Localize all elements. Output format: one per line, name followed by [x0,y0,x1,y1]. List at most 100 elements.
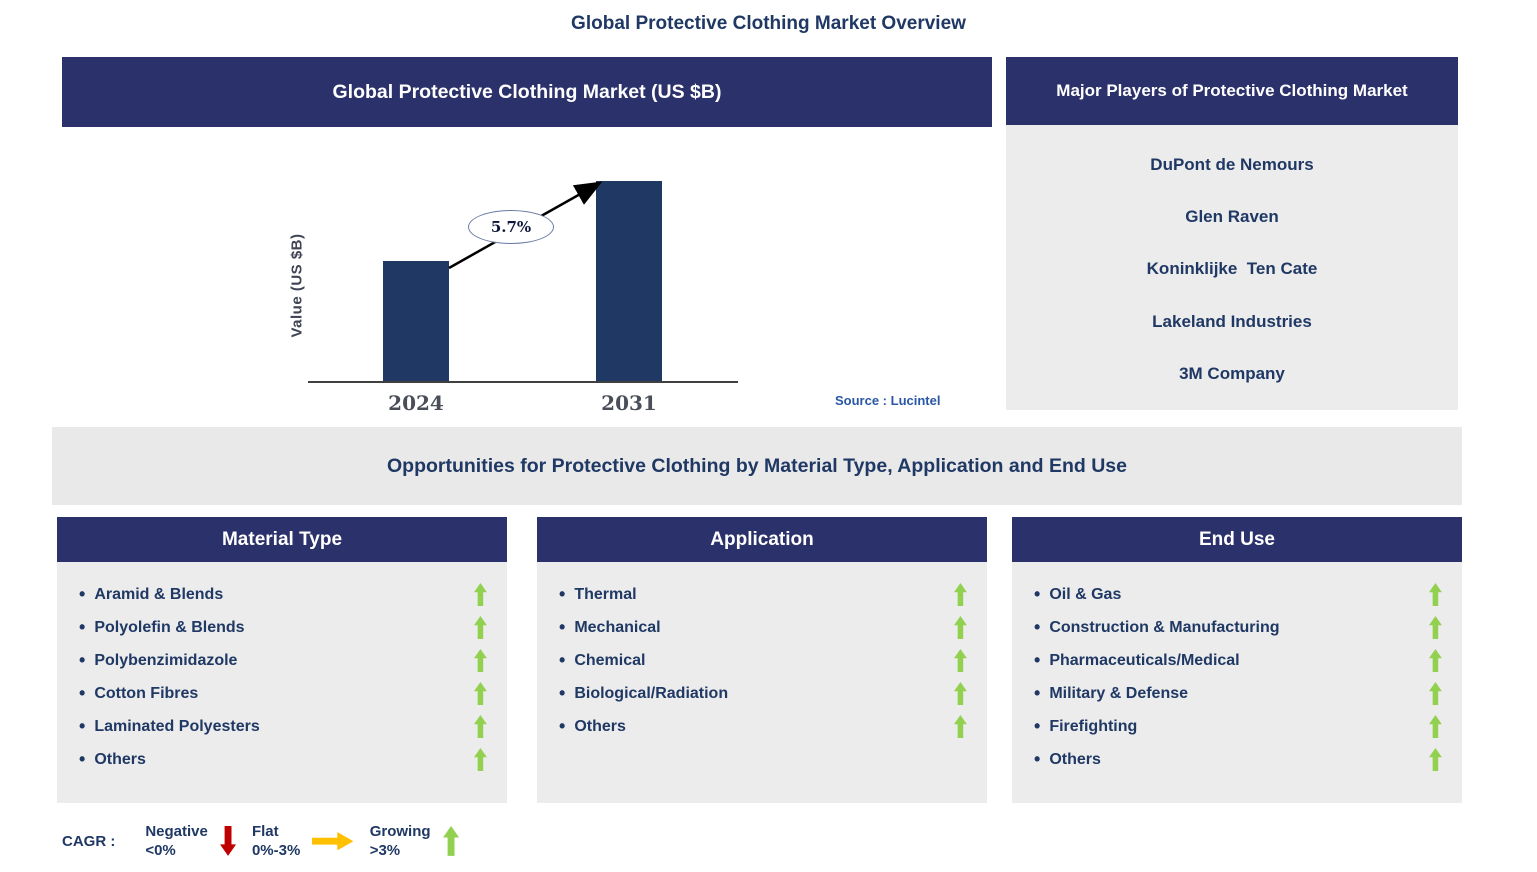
growth-trend-arrow [448,181,603,270]
bullet-icon: • [79,749,86,769]
list-item: • Chemical [537,644,987,677]
growth-up-arrow-icon [442,826,459,856]
list-item: • Thermal [537,578,987,611]
legend-entry-growing: Growing >3% [370,822,475,860]
player-item: 3M Company [1179,363,1285,383]
bar-2024 [383,261,449,381]
bullet-icon: • [559,650,566,670]
list-item: • Others [57,743,507,776]
growth-up-arrow-icon [1429,747,1442,772]
x-axis-tick-label: 2031 [601,391,657,415]
chart-panel-header: Global Protective Clothing Market (US $B… [62,57,992,127]
growth-up-arrow-icon [954,648,967,673]
bullet-icon: • [1034,584,1041,604]
growth-up-arrow-icon [954,615,967,640]
list-item: • Polybenzimidazole [57,644,507,677]
page-title: Global Protective Clothing Market Overvi… [571,13,966,34]
bullet-icon: • [79,683,86,703]
list-item: • Mechanical [537,611,987,644]
growth-up-arrow-icon [1429,681,1442,706]
major-players-list: DuPont de Nemours Glen Raven Koninklijke T… [1006,125,1458,410]
growth-up-arrow-icon [1429,582,1442,607]
legend-entry-text: Flat 0%-3% [251,823,301,859]
bullet-icon: • [79,584,86,604]
chart-x-axis-line [308,381,738,383]
player-item: Glen Raven [1185,207,1279,227]
list-item: • Laminated Polyesters [57,710,507,743]
legend-entry-text: Growing >3% [369,823,431,859]
bullet-icon: • [559,617,566,637]
list-item: • Others [1012,743,1462,776]
growth-up-arrow-icon [474,615,487,640]
list-item: • Oil & Gas [1012,578,1462,611]
column-list-application: • Thermal • Mechanical • Chemical • Biological/… [537,562,987,803]
growth-up-arrow-icon [1429,615,1442,640]
column-header-material-type: Material Type [57,517,507,562]
list-item-label: Polybenzimidazole [94,651,238,669]
column-header-end-use: End Use [1012,517,1462,562]
growth-up-arrow-icon [474,747,487,772]
column-list-material-type: • Aramid & Blends • Polyolefin & Blends • Pol… [57,562,507,803]
opportunities-banner: Opportunities for Protective Clothing by… [52,427,1462,505]
list-item-label: Polyolefin & Blends [94,618,245,636]
growth-up-arrow-icon [1429,648,1442,673]
bullet-icon: • [1034,650,1041,670]
bullet-icon: • [79,617,86,637]
cagr-legend-label: CAGR : [62,832,116,850]
flat-right-arrow-icon [312,831,354,851]
player-item: Lakeland Industries [1152,311,1312,331]
list-item: • Aramid & Blends [57,578,507,611]
list-item: • Polyolefin & Blends [57,611,507,644]
list-item-label: Cotton Fibres [94,684,199,702]
list-item-label: Others [94,750,146,768]
growth-up-arrow-icon [474,582,487,607]
cagr-legend: CAGR : Negative <0% Flat 0%-3% Growing >3% [62,822,475,860]
list-item-label: Aramid & Blends [94,585,224,603]
list-item-label: Pharmaceuticals/Medical [1049,651,1240,669]
growth-up-arrow-icon [954,681,967,706]
growth-up-arrow-icon [474,714,487,739]
list-item-label: Construction & Manufacturing [1049,618,1280,636]
list-item-label: Chemical [574,651,646,669]
list-item-label: Others [1049,750,1101,768]
list-item: • Cotton Fibres [57,677,507,710]
list-item: • Construction & Manufacturing [1012,611,1462,644]
list-item-label: Oil & Gas [1049,585,1122,603]
bullet-icon: • [79,650,86,670]
growth-up-arrow-icon [474,681,487,706]
column-header-application: Application [537,517,987,562]
list-item-label: Mechanical [574,618,661,636]
legend-entry-flat: Flat 0%-3% [252,822,370,860]
major-players-header: Major Players of Protective Clothing Mar… [1006,57,1458,125]
legend-entry-negative: Negative <0% [145,822,252,860]
source-attribution: Source : Lucintel [835,393,941,408]
bullet-icon: • [1034,617,1041,637]
bullet-icon: • [79,716,86,736]
x-axis-tick-label: 2024 [388,391,444,415]
bar-2031 [596,181,662,381]
growth-up-arrow-icon [474,648,487,673]
growth-up-arrow-icon [954,582,967,607]
bullet-icon: • [1034,716,1041,736]
list-item-label: Others [574,717,626,735]
bullet-icon: • [1034,749,1041,769]
list-item-label: Firefighting [1049,717,1138,735]
bullet-icon: • [559,716,566,736]
list-item: • Pharmaceuticals/Medical [1012,644,1462,677]
decline-down-arrow-icon [219,826,236,856]
list-item-label: Laminated Polyesters [94,717,260,735]
cagr-annotation-value: 5.7% [490,218,532,236]
cagr-annotation-ellipse: 5.7% [468,210,554,244]
list-item-label: Military & Defense [1049,684,1189,702]
bullet-icon: • [559,584,566,604]
list-item: • Others [537,710,987,743]
growth-up-arrow-icon [1429,714,1442,739]
list-item: • Biological/Radiation [537,677,987,710]
growth-up-arrow-icon [954,714,967,739]
list-item-label: Biological/Radiation [574,684,729,702]
list-item: • Firefighting [1012,710,1462,743]
bar-chart: Value (US $B) 5.7% 2024 2031 [62,127,992,427]
list-item-label: Thermal [574,585,637,603]
legend-entry-text: Negative <0% [145,823,208,859]
